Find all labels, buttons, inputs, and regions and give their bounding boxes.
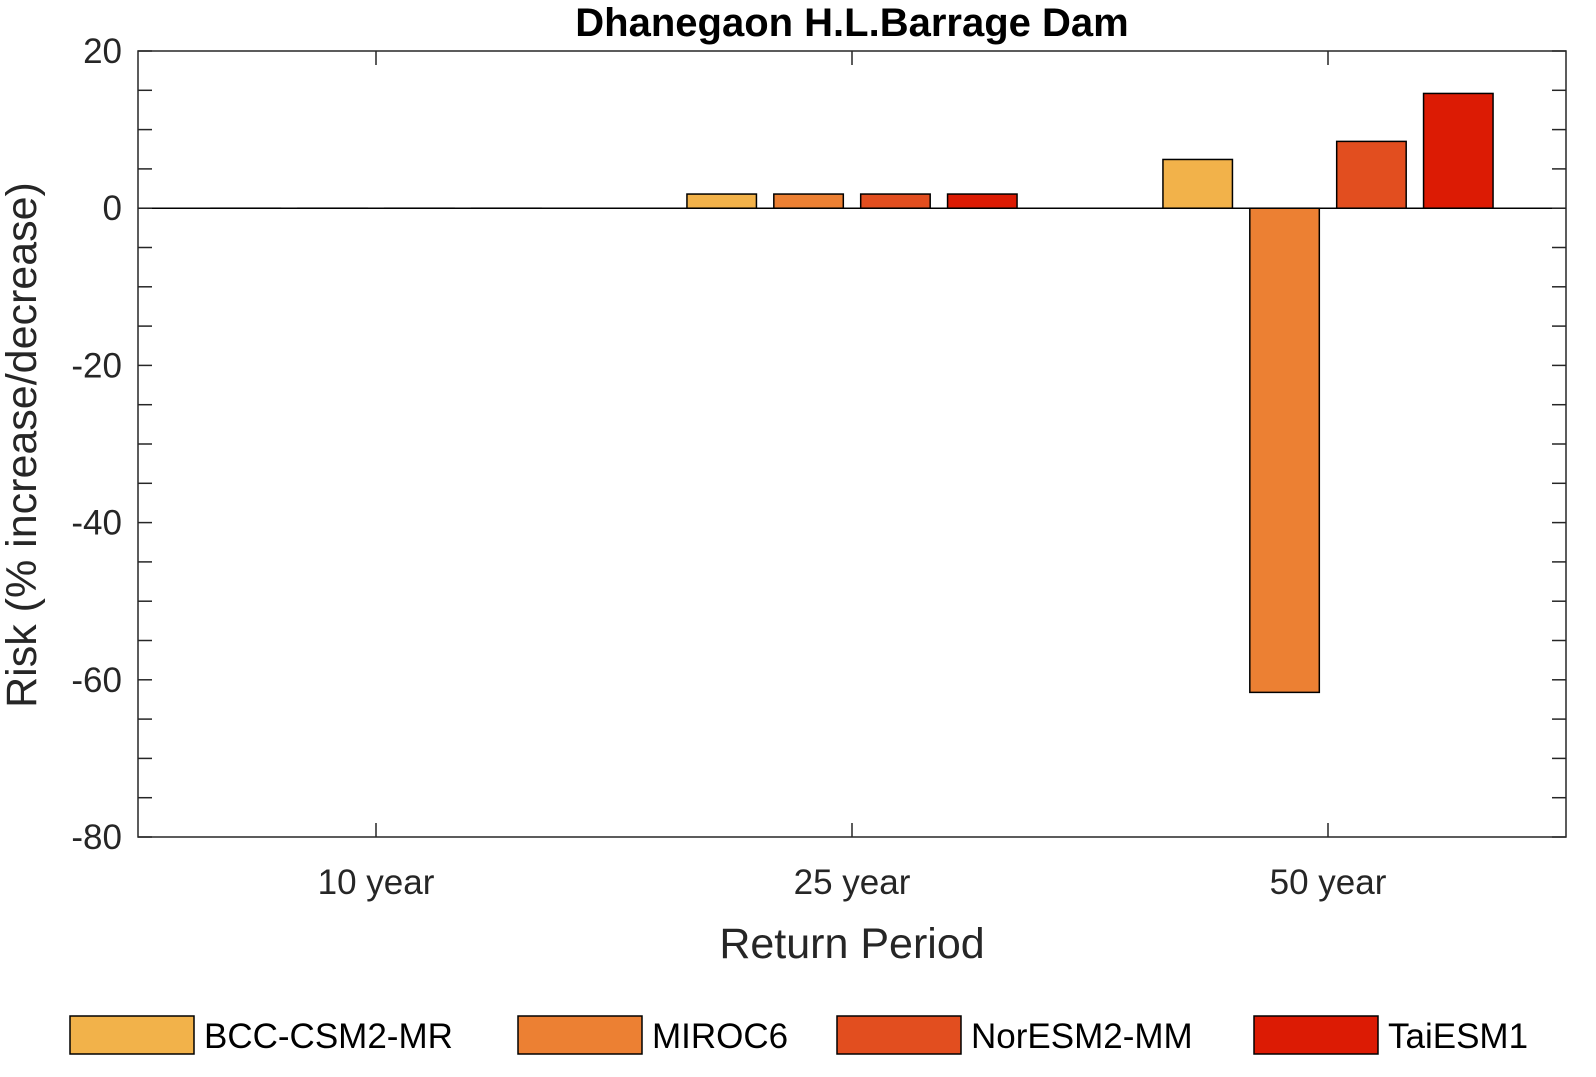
x-tick-label: 50 year bbox=[1270, 863, 1387, 902]
plot-area bbox=[138, 51, 1566, 837]
bar-MIROC6-25-year bbox=[773, 193, 845, 209]
bar-BCC-CSM2-MR-50-year bbox=[1162, 158, 1234, 209]
y-axis-label: Risk (% increase/decrease) bbox=[0, 182, 46, 708]
legend-label-BCC-CSM2-MR: BCC-CSM2-MR bbox=[204, 1017, 453, 1056]
y-tick-label: -80 bbox=[71, 818, 122, 857]
y-tick-label: -40 bbox=[71, 504, 122, 543]
legend-swatch-BCC-CSM2-MR bbox=[69, 1015, 195, 1055]
plot-background bbox=[138, 51, 1566, 837]
bar-MIROC6-50-year bbox=[1249, 207, 1321, 694]
legend-swatch-TaiESM1 bbox=[1253, 1015, 1379, 1055]
legend-swatch-NorESM2-MM bbox=[836, 1015, 962, 1055]
bar-NorESM2-MM-50-year bbox=[1335, 140, 1407, 209]
legend-label-NorESM2-MM: NorESM2-MM bbox=[971, 1017, 1193, 1056]
x-tick-label: 25 year bbox=[794, 863, 911, 902]
bar-TaiESM1-50-year bbox=[1422, 92, 1494, 209]
bars bbox=[210, 92, 1494, 694]
legend: BCC-CSM2-MR MIROC6 NorESM2-MM TaiESM1 bbox=[69, 1015, 1528, 1056]
bar-TaiESM1-25-year bbox=[946, 193, 1018, 209]
y-tick-label: 20 bbox=[83, 32, 122, 71]
axes: 20 0 -20 -40 -60 -80 10 year 25 year 50 year bbox=[71, 32, 1567, 902]
y-tick-label: -60 bbox=[71, 661, 122, 700]
bar-BCC-CSM2-MR-25-year bbox=[686, 193, 758, 209]
chart-title: Dhanegaon H.L.Barrage Dam bbox=[575, 1, 1128, 45]
legend-label-MIROC6: MIROC6 bbox=[652, 1017, 788, 1056]
bar-NorESM2-MM-25-year bbox=[859, 193, 931, 209]
y-tick-label: 0 bbox=[103, 189, 122, 228]
legend-label-TaiESM1: TaiESM1 bbox=[1388, 1017, 1528, 1056]
y-tick-label: -20 bbox=[71, 346, 122, 385]
legend-swatch-MIROC6 bbox=[517, 1015, 643, 1055]
x-tick-label: 10 year bbox=[318, 863, 435, 902]
x-axis-label: Return Period bbox=[719, 920, 984, 968]
